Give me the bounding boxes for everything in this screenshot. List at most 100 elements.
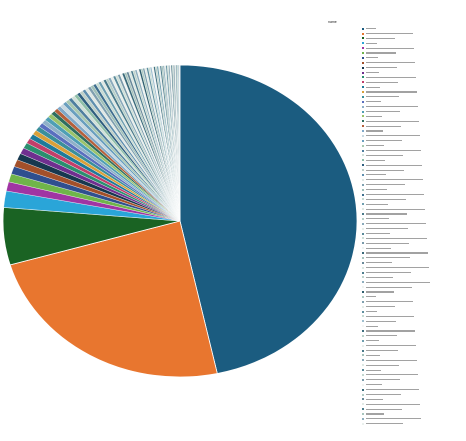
legend-swatch-28 — [362, 159, 364, 162]
legend-entry-38 — [366, 208, 425, 210]
legend-entry-28 — [366, 159, 385, 161]
legend-swatch-3 — [362, 37, 364, 40]
legend-swatch-55 — [362, 291, 364, 293]
legend-entry-8 — [366, 62, 415, 64]
legend-entry-30 — [366, 169, 404, 171]
legend-entry-67 — [366, 350, 398, 352]
legend-entry-23 — [366, 135, 420, 137]
legend-swatch-75 — [362, 388, 364, 391]
legend-entry-10 — [366, 71, 379, 74]
legend-swatch-61 — [362, 320, 364, 323]
legend-entry-53 — [366, 281, 430, 283]
legend-entry-69 — [366, 359, 417, 361]
legend-swatch-49 — [362, 261, 364, 264]
legend-swatch-45 — [362, 242, 364, 245]
legend-entry-37 — [366, 203, 388, 205]
legend-swatch-73 — [362, 378, 364, 381]
pie-slice-1 — [179, 64, 358, 374]
legend-swatch-2 — [362, 32, 364, 35]
legend-swatch-1 — [362, 27, 364, 30]
legend-swatch-29 — [362, 164, 364, 167]
legend-swatch-76 — [362, 393, 364, 396]
legend-entry-73 — [366, 379, 400, 381]
legend-entry-61 — [366, 320, 396, 322]
legend-swatch-6 — [362, 52, 364, 54]
legend-entry-11 — [366, 76, 416, 78]
legend-entry-21 — [366, 125, 401, 127]
legend-entry-4 — [366, 42, 377, 44]
legend-swatch-77 — [362, 398, 364, 401]
legend-entry-5 — [366, 47, 414, 49]
legend-swatch-80 — [362, 413, 364, 415]
legend-swatch-34 — [362, 188, 364, 191]
legend-entry-60 — [366, 315, 414, 317]
legend-swatch-46 — [362, 247, 364, 250]
legend-entry-34 — [366, 189, 387, 191]
legend-swatch-78 — [362, 403, 364, 406]
legend-swatch-70 — [362, 364, 364, 367]
legend-entry-6 — [366, 52, 396, 54]
legend-entry-24 — [366, 140, 402, 142]
legend-entry-22 — [366, 130, 383, 132]
legend-swatch-37 — [362, 203, 364, 206]
legend-entry-18 — [366, 110, 400, 113]
legend-entry-70 — [366, 364, 399, 366]
legend-swatch-54 — [362, 286, 364, 289]
legend-entry-52 — [366, 276, 393, 278]
legend-swatch-67 — [362, 349, 364, 352]
legend-entry-36 — [366, 198, 406, 200]
legend-entry-3 — [366, 37, 395, 39]
legend — [362, 27, 462, 433]
legend-swatch-69 — [362, 359, 364, 362]
legend-entry-66 — [366, 345, 416, 347]
legend-entry-44 — [366, 237, 427, 239]
legend-entry-27 — [366, 154, 403, 156]
legend-entry-82 — [366, 423, 403, 425]
legend-swatch-9 — [362, 66, 364, 69]
legend-entry-17 — [366, 106, 418, 108]
legend-entry-63 — [366, 330, 415, 332]
legend-entry-1 — [366, 28, 376, 30]
legend-entry-14 — [366, 91, 417, 93]
legend-swatch-36 — [362, 198, 364, 201]
legend-entry-77 — [366, 398, 383, 400]
legend-entry-42 — [366, 228, 408, 230]
legend-swatch-39 — [362, 213, 364, 215]
legend-swatch-63 — [362, 330, 364, 332]
legend-swatch-13 — [362, 86, 364, 89]
legend-entry-65 — [366, 340, 379, 342]
legend-swatch-12 — [362, 81, 364, 84]
legend-swatch-23 — [362, 134, 364, 137]
legend-title: name — [328, 20, 337, 24]
legend-entry-41 — [366, 223, 426, 225]
legend-swatch-21 — [362, 125, 364, 128]
pie-slice-82 — [178, 64, 181, 222]
legend-swatch-32 — [362, 178, 364, 181]
legend-entry-58 — [366, 306, 395, 308]
legend-swatch-72 — [362, 373, 364, 376]
legend-swatch-38 — [362, 208, 364, 211]
legend-swatch-35 — [362, 193, 364, 196]
legend-entry-29 — [366, 164, 422, 166]
pie-slices — [2, 64, 358, 378]
legend-swatch-65 — [362, 339, 364, 342]
legend-entry-49 — [366, 262, 392, 264]
legend-swatch-66 — [362, 344, 364, 347]
legend-entry-20 — [366, 120, 419, 122]
legend-entry-62 — [366, 325, 378, 327]
legend-entry-47 — [366, 252, 428, 254]
legend-swatch-74 — [362, 383, 364, 386]
legend-swatch-71 — [362, 369, 364, 372]
legend-entry-9 — [366, 67, 397, 69]
legend-swatch-48 — [362, 256, 364, 259]
legend-entry-13 — [366, 86, 380, 88]
legend-entry-39 — [366, 213, 407, 215]
legend-swatch-44 — [362, 237, 364, 240]
legend-swatch-42 — [362, 227, 364, 230]
legend-entry-48 — [366, 257, 410, 259]
legend-swatch-27 — [362, 154, 364, 157]
legend-swatch-19 — [362, 115, 364, 118]
legend-entry-45 — [366, 242, 409, 244]
legend-entry-55 — [366, 291, 394, 293]
legend-entry-81 — [366, 418, 421, 420]
